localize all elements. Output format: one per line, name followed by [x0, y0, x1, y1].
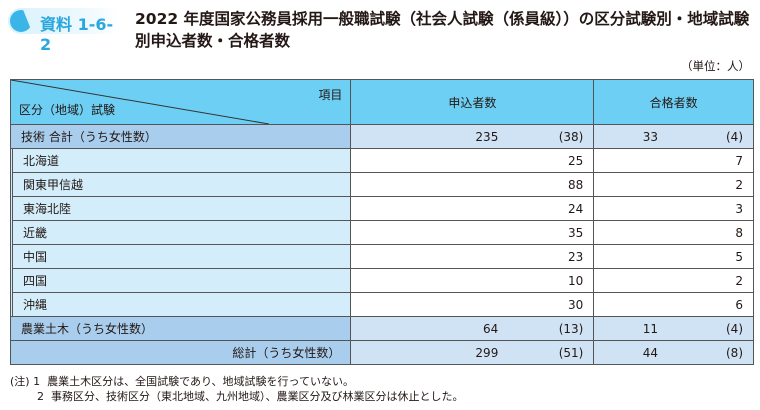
region-row: 北海道 25 7 — [10, 148, 754, 173]
passers-cell: 3 — [593, 196, 754, 221]
passers-cell: 5 — [593, 244, 754, 269]
applicants-cell: 10 — [350, 268, 595, 293]
diagonal-header-cell: 項目 区分（地域）試験 — [9, 79, 352, 125]
applicants-cell: 25 — [350, 148, 595, 173]
women-value: (4) — [726, 129, 743, 144]
note-number: 1 — [33, 375, 41, 388]
applicants-cell: 35 — [350, 220, 595, 245]
women-value: (38) — [558, 129, 584, 144]
region-label: 北海道 — [11, 148, 352, 173]
note-text: 事務区分、技術区分（東北地域、九州地域）、農業区分及び林業区分は休止とした。 — [51, 390, 464, 403]
value: 11 — [642, 321, 658, 336]
region-label: 沖縄 — [11, 292, 352, 317]
region-row: 関東甲信越 88 2 — [10, 172, 754, 197]
indent-cell — [10, 244, 13, 269]
data-table: 項目 区分（地域）試験 申込者数 合格者数 技術 合計（うち女性数） 235 (3… — [9, 79, 754, 365]
region-row: 四国 10 2 — [10, 268, 754, 293]
row-label: 農業土木（うち女性数） — [9, 316, 352, 341]
value: 299 — [475, 345, 499, 360]
figure-badge: 資料 1-6-2 — [8, 8, 118, 54]
region-label: 関東甲信越 — [11, 172, 352, 197]
applicants-cell: 23 — [350, 244, 595, 269]
applicants-cell: 299 (51) — [350, 340, 595, 365]
unit-label: （単位：人） — [681, 59, 750, 73]
note-number: 2 — [37, 390, 44, 403]
region-label: 中国 — [11, 244, 352, 269]
page-title: 2022 年度国家公務員採用一般職試験（社会人試験（係員級））の区分試験別・地域… — [135, 10, 750, 50]
applicants-cell: 88 — [350, 172, 595, 197]
applicants-cell: 235 (38) — [350, 124, 595, 149]
row-label: 技術 合計（うち女性数） — [9, 124, 352, 149]
indent-cell — [10, 220, 13, 245]
value: 64 — [483, 321, 499, 336]
header-passers: 合格者数 — [593, 79, 754, 125]
indent-cell — [10, 292, 13, 317]
indent-cell — [10, 196, 13, 221]
total-row: 総計（うち女性数） 299 (51) 44 (8) — [9, 340, 754, 365]
passers-cell: 33 (4) — [593, 124, 754, 149]
header-applicants: 申込者数 — [350, 79, 595, 125]
applicants-cell: 30 — [350, 292, 595, 317]
note: (注) 1 農業土木区分は、全国試験であり、地域試験を行っていない。 — [10, 374, 464, 389]
passers-cell: 11 (4) — [593, 316, 754, 341]
region-row: 中国 23 5 — [10, 244, 754, 269]
table-row: 技術 合計（うち女性数） 235 (38) 33 (4) — [9, 124, 754, 149]
region-label: 東海北陸 — [11, 196, 352, 221]
value: 33 — [642, 129, 658, 144]
women-value: (51) — [558, 345, 584, 360]
women-value: (8) — [726, 345, 743, 360]
header-item: 項目 — [318, 88, 343, 102]
note-text: 農業土木区分は、全国試験であり、地域試験を行っていない。 — [47, 375, 354, 388]
women-value: (13) — [558, 321, 584, 336]
header-category: 区分（地域）試験 — [19, 103, 116, 117]
passers-cell: 7 — [593, 148, 754, 173]
indent-cell — [10, 268, 13, 293]
badge-label: 資料 1-6-2 — [40, 15, 114, 54]
region-label: 近畿 — [11, 220, 352, 245]
table-row: 農業土木（うち女性数） 64 (13) 11 (4) — [9, 316, 754, 341]
indent-cell — [10, 172, 13, 197]
header-row: 項目 区分（地域）試験 申込者数 合格者数 — [9, 79, 754, 125]
passers-cell: 6 — [593, 292, 754, 317]
applicants-cell: 64 (13) — [350, 316, 595, 341]
note: 2 事務区分、技術区分（東北地域、九州地域）、農業区分及び林業区分は休止とした。 — [10, 389, 464, 404]
notes: (注) 1 農業土木区分は、全国試験であり、地域試験を行っていない。 2 事務区… — [10, 374, 464, 404]
passers-cell: 2 — [593, 268, 754, 293]
indent-cell — [10, 148, 13, 173]
note-prefix: (注) — [10, 375, 30, 388]
region-label: 四国 — [11, 268, 352, 293]
badge-swoosh-icon — [10, 10, 32, 32]
region-row: 近畿 35 8 — [10, 220, 754, 245]
passers-cell: 44 (8) — [593, 340, 754, 365]
value: 44 — [642, 345, 658, 360]
applicants-cell: 24 — [350, 196, 595, 221]
region-row: 東海北陸 24 3 — [10, 196, 754, 221]
region-row: 沖縄 30 6 — [10, 292, 754, 317]
passers-cell: 2 — [593, 172, 754, 197]
passers-cell: 8 — [593, 220, 754, 245]
women-value: (4) — [726, 321, 743, 336]
row-label: 総計（うち女性数） — [9, 340, 352, 365]
value: 235 — [475, 129, 499, 144]
